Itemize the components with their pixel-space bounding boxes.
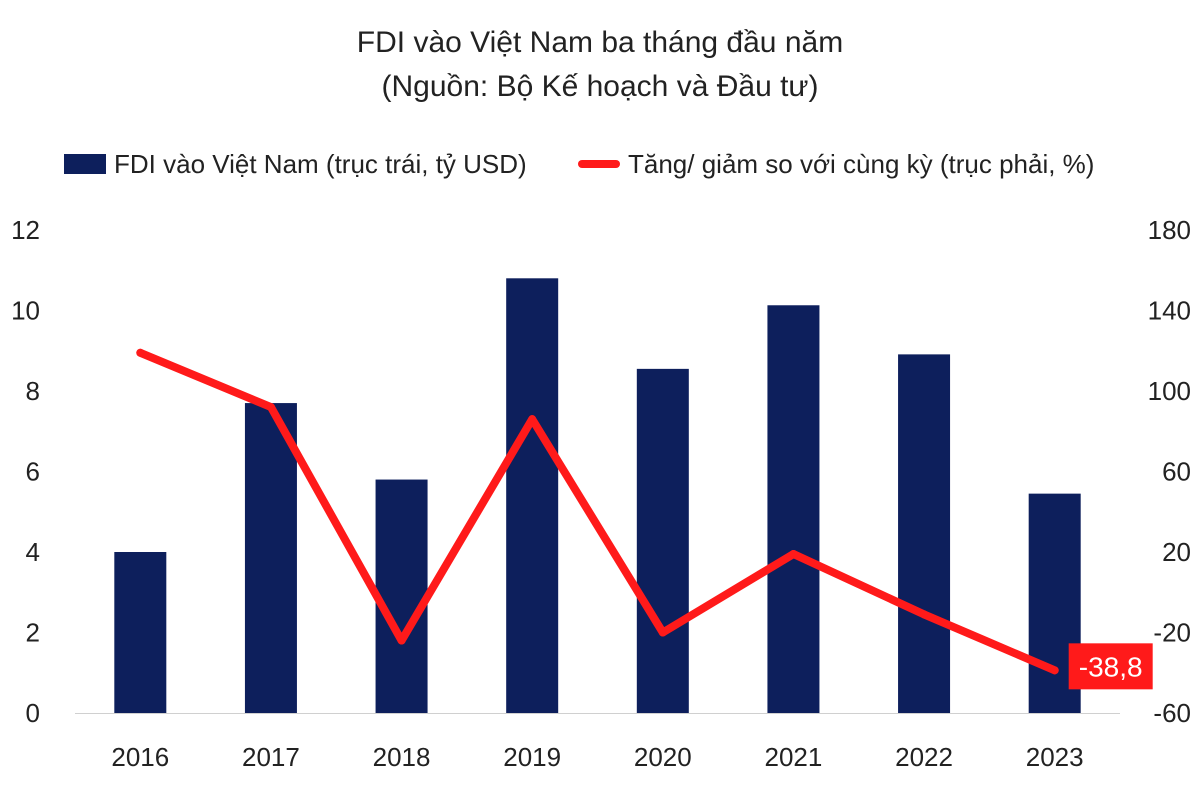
line-series-growth [136,348,1059,675]
line-point-2023 [1050,666,1059,675]
line-point-2016 [136,348,145,357]
line-point-2019 [528,415,537,424]
annotation-box [1068,643,1153,690]
bar-2016 [114,552,167,713]
annotation-label: -38,8 [1079,651,1143,682]
bar-2019 [506,278,559,713]
x-tick-label: 2017 [242,742,300,772]
x-tick-label: 2023 [1026,742,1084,772]
line-point-2022 [920,610,929,619]
y-left-tick-label: 6 [26,457,40,487]
y-left-tick-label: 8 [26,376,40,406]
y-right-tick-label: -60 [1153,698,1191,728]
y-right-tick-label: -20 [1153,618,1191,648]
bar-2021 [767,305,820,713]
bar-2017 [244,403,297,713]
x-tick-label: 2021 [765,742,823,772]
legend-label-fdi: FDI vào Việt Nam (trục trái, tỷ USD) [114,148,527,179]
legend-swatch-bar [64,154,106,174]
y-right-tick-label: 140 [1148,296,1191,326]
x-tick-label: 2020 [634,742,692,772]
y-right-tick-label: 180 [1148,215,1191,245]
y-left-tick-label: 10 [11,296,40,326]
bar-2022 [898,354,951,713]
line-point-2018 [397,636,406,645]
x-tick-label: 2022 [895,742,953,772]
legend-item-growth: Tăng/ giảm so với cùng kỳ (trục phải, %) [578,146,1094,182]
x-tick-label: 2018 [373,742,431,772]
chart-title: FDI vào Việt Nam ba tháng đầu năm [356,26,844,59]
legend-label-growth: Tăng/ giảm so với cùng kỳ (trục phải, %) [628,148,1095,179]
line-point-2017 [266,403,275,412]
line-point-2020 [658,628,667,637]
y-left-tick-label: 0 [26,698,40,728]
y-right-tick-label: 20 [1162,537,1191,567]
legend-swatch-line [578,160,620,168]
legend-item-fdi: FDI vào Việt Nam (trục trái, tỷ USD) [64,146,527,182]
x-tick-label: 2016 [111,742,169,772]
x-tick-label: 2019 [503,742,561,772]
bar-2018 [375,479,428,713]
y-left-tick-label: 2 [26,618,40,648]
y-left-tick-label: 12 [11,215,40,245]
y-left-tick-label: 4 [26,537,40,567]
bar-2020 [636,368,689,713]
y-right-tick-label: 60 [1162,457,1191,487]
y-right-tick-label: 100 [1148,376,1191,406]
line-point-2021 [789,550,798,559]
chart-subtitle: (Nguồn: Bộ Kế hoạch và Đầu tư) [381,70,819,103]
